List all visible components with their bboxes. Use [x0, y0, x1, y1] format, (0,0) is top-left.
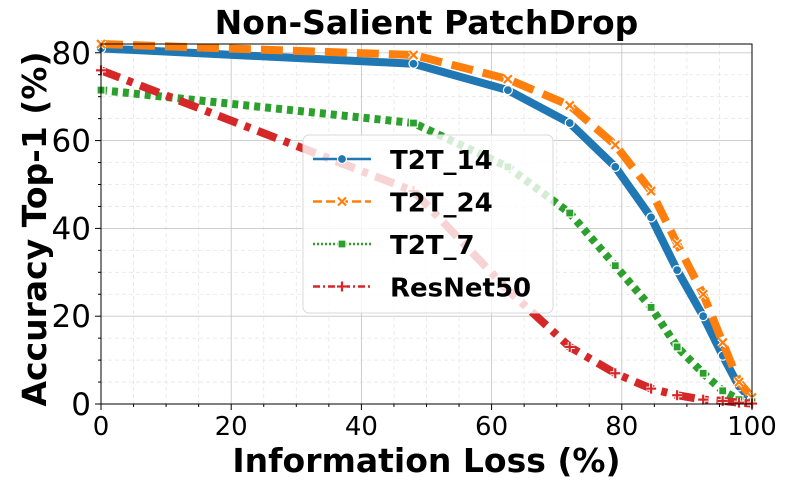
data-point-t2t-7: [646, 302, 656, 313]
data-point-t2t-24: [609, 139, 621, 151]
data-point-resnet50: [564, 341, 575, 352]
x-tick-label: 100: [727, 412, 777, 442]
marker-stroke: [646, 186, 656, 196]
data-point-t2t-7: [698, 368, 708, 378]
ticks-layer: 0 20 40 60 80 100 0 20 40 60 80: [52, 36, 777, 442]
data-point-t2t-14: [672, 264, 683, 276]
data-point-t2t-7: [672, 342, 682, 352]
legend-marker-resnet50: [337, 281, 347, 292]
legend-label-t2t-14: T2T_14: [390, 146, 493, 176]
data-point-t2t-24: [502, 73, 514, 85]
data-point-resnet50: [672, 390, 683, 401]
x-tick-label: 80: [605, 412, 638, 442]
data-point-t2t-24: [697, 288, 709, 300]
data-point-t2t-24: [645, 185, 657, 197]
x-tick-label: 0: [93, 412, 110, 442]
marker-stroke: [734, 377, 744, 387]
y-axis-label: Accuracy Top-1 (%): [15, 51, 54, 406]
data-point-resnet50: [610, 368, 621, 379]
marker-stroke: [337, 196, 347, 207]
y-tick-label: 40: [52, 211, 91, 247]
data-point-t2t-24: [564, 100, 576, 111]
data-point-t2t-7: [610, 261, 620, 271]
data-point-t2t-24: [408, 49, 419, 61]
y-tick-label: 60: [52, 124, 91, 160]
data-point-t2t-14: [408, 58, 419, 69]
legend: T2T_14 T2T_24 T2T_7 ResNet50: [302, 134, 554, 314]
data-point-t2t-14: [645, 212, 657, 223]
data-point-t2t-7: [565, 208, 575, 218]
data-point-resnet50: [698, 394, 709, 405]
x-tick-label: 20: [215, 412, 248, 442]
legend-label-resnet50: ResNet50: [390, 274, 531, 304]
marker-stroke: [408, 50, 419, 60]
marker-stroke: [610, 140, 621, 150]
data-point-t2t-24: [717, 337, 729, 348]
marker-stroke: [698, 289, 708, 300]
data-point-t2t-24: [733, 376, 745, 388]
y-tick-label: 20: [52, 299, 91, 335]
marker-stroke: [717, 337, 728, 348]
x-tick-label: 40: [345, 412, 378, 442]
data-point-t2t-14: [698, 311, 709, 322]
marker-stroke: [564, 100, 575, 111]
marker-stroke: [672, 238, 682, 249]
data-point-t2t-7: [718, 386, 728, 396]
data-point-t2t-14: [564, 117, 575, 129]
legend-marker-t2t-24: [336, 196, 348, 207]
legend-marker-t2t-14: [336, 153, 348, 165]
data-point-t2t-24: [671, 238, 683, 250]
chart-title: Non-Salient PatchDrop: [215, 3, 639, 42]
data-point-t2t-14: [610, 161, 621, 173]
data-point-t2t-14: [502, 84, 513, 96]
data-point-resnet50: [733, 397, 744, 408]
legend-label-t2t-24: T2T_24: [390, 189, 493, 219]
y-tick-label: 0: [71, 387, 91, 423]
legend-box: [302, 134, 554, 314]
legend-label-t2t-7: T2T_7: [390, 231, 475, 261]
data-point-t2t-7: [408, 118, 419, 128]
data-point-resnet50: [646, 383, 657, 394]
x-axis-label: Information Loss (%): [232, 441, 620, 480]
y-tick-label: 80: [52, 36, 91, 72]
legend-marker-t2t-7: [337, 239, 347, 249]
marker-stroke: [503, 74, 513, 84]
x-tick-label: 60: [475, 412, 508, 442]
